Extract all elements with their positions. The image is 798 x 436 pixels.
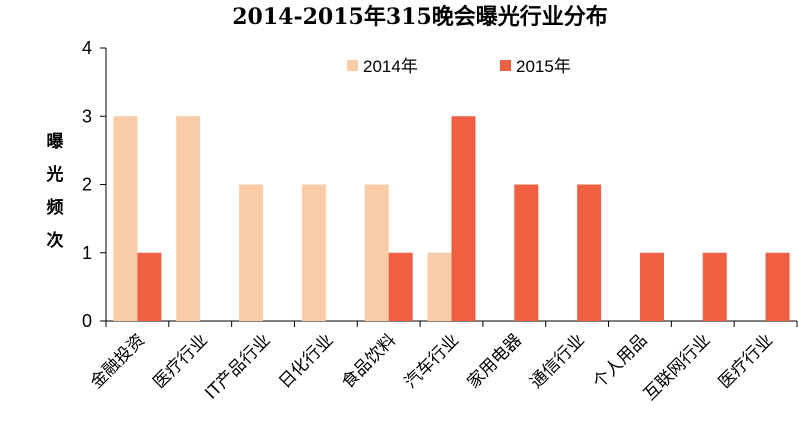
bar-2014-2 xyxy=(239,184,264,321)
x-tick-label: 医疗行业 xyxy=(715,330,777,392)
y-axis-label-char: 光 xyxy=(46,164,64,185)
x-tick-label: 家用电器 xyxy=(464,330,526,392)
bars xyxy=(113,116,790,321)
legend-label: 2014年 xyxy=(363,57,418,76)
bar-2015-4 xyxy=(388,252,413,321)
x-tick-label: 通信行业 xyxy=(526,330,588,392)
chart-title: 2014-2015年315晚会曝光行业分布 xyxy=(232,4,608,30)
x-tick-label: 医疗行业 xyxy=(150,330,212,392)
bar-2014-3 xyxy=(301,184,326,321)
bar-2015-8 xyxy=(639,252,664,321)
x-tick-label: IT产品行业 xyxy=(201,330,274,403)
bar-2014-0 xyxy=(113,116,138,321)
legend-swatch xyxy=(500,60,511,71)
x-tick-label: 食品饮料 xyxy=(338,330,400,392)
x-tick-label: 金融投资 xyxy=(87,330,149,392)
bar-2015-7 xyxy=(577,184,602,321)
bar-2015-6 xyxy=(514,184,539,321)
y-axis-label-char: 频 xyxy=(47,197,64,218)
y-tick-label: 2 xyxy=(82,175,92,195)
bar-2015-9 xyxy=(702,252,727,321)
y-tick-label: 3 xyxy=(82,106,92,126)
bar-2015-5 xyxy=(451,116,476,321)
y-tick-label: 0 xyxy=(82,311,92,331)
legend-label: 2015年 xyxy=(516,57,571,76)
x-tick-label: 日化行业 xyxy=(275,330,337,392)
legend: 2014年 2015年 xyxy=(347,57,571,76)
y-axis: 0 1 2 3 4 xyxy=(82,38,107,331)
bar-2014-5 xyxy=(427,252,452,321)
bar-2014-4 xyxy=(364,184,389,321)
bar-2015-10 xyxy=(765,252,790,321)
x-tick-label: 汽车行业 xyxy=(401,330,463,392)
y-tick-label: 1 xyxy=(82,243,92,263)
x-tick-label: 个人用品 xyxy=(589,330,651,392)
y-axis-label-char: 次 xyxy=(47,230,64,251)
y-tick-label: 4 xyxy=(82,38,92,58)
bar-2014-1 xyxy=(176,116,201,321)
y-axis-label-char: 曝 xyxy=(47,132,64,152)
x-tick-label: 互联网行业 xyxy=(640,330,714,404)
legend-swatch xyxy=(347,60,358,71)
x-axis xyxy=(105,320,798,327)
bar-2015-0 xyxy=(137,252,162,321)
